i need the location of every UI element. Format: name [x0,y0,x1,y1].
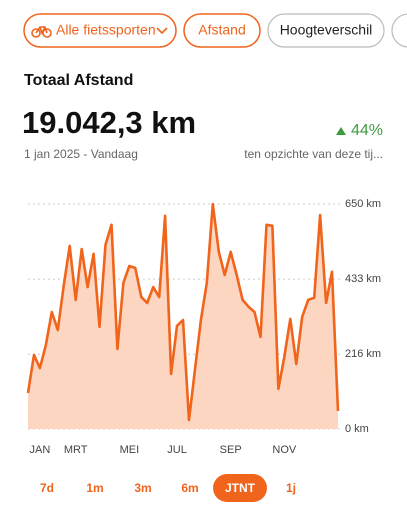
filter-pill[interactable] [23,13,177,48]
range-tab[interactable]: 1j [286,481,296,495]
change: 44% [351,122,383,139]
x-tick-label: MEI [120,444,140,456]
y-tick-label: 216 km [345,348,381,360]
x-tick-label: NOV [272,444,297,456]
chevron [156,27,168,35]
selected-tab[interactable] [213,474,267,502]
range-tab[interactable]: 3m [134,481,151,495]
x-tick-label: SEP [220,444,242,456]
y-tick-label: 433 km [345,273,381,285]
filter-label: Afstand [198,22,245,38]
filter-label: Hoogteverschil [280,22,373,38]
filter-pill[interactable] [391,13,407,48]
range-tabs: 7d 1m 3m 6m JTNT 1j [40,474,296,502]
x-tick-label: JUL [167,444,187,456]
filter-pill[interactable] [183,13,261,48]
filter-bar: Alle fietssporten Afstand Hoogteverschil [23,13,407,48]
chart: 0 km 216 km 433 km 650 km JAN MRT MEI JUL SEP NOV [26,198,381,456]
x-tick-label: JAN [30,444,51,456]
filter-pill[interactable] [267,13,385,48]
range-tab[interactable]: JTNT [225,481,256,495]
y-tick-label: 0 km [345,423,369,435]
area [28,204,338,429]
up-arrow [336,127,346,135]
x-tick-label: MRT [64,444,88,456]
period: 1 jan 2025 - Vandaag [24,147,138,161]
comparison: ten opzichte van deze tij... [244,147,383,161]
range-tab[interactable]: 1m [86,481,103,495]
range-tab[interactable]: 7d [40,481,54,495]
filter-label: Alle fietssporten [56,22,156,38]
line [26,202,340,422]
total: 19.042,3 km [22,105,196,140]
bike-icon [31,26,52,38]
y-tick-label: 650 km [345,198,381,210]
section-title: Totaal Afstand [24,72,133,89]
range-tab[interactable]: 6m [181,481,198,495]
